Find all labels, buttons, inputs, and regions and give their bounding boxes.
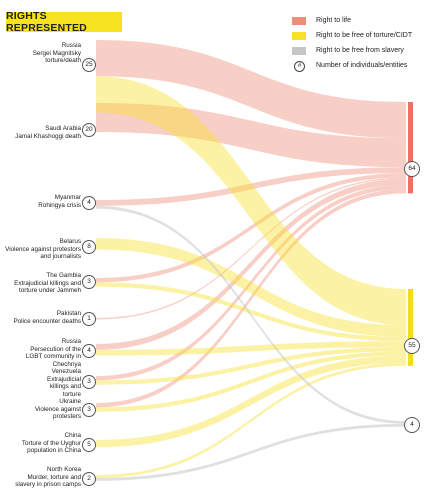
case-country: Venezuela bbox=[51, 368, 81, 375]
case-country: The Gambia bbox=[46, 272, 81, 279]
legend-item-torture: Right to be free of torture/CIDT bbox=[292, 31, 412, 46]
legend: Right to life Right to be free of tortur… bbox=[292, 16, 412, 76]
flow-torture bbox=[96, 355, 406, 448]
source-count-circle: 3 bbox=[82, 403, 96, 417]
legend-item-slavery: Right to be free from slavery bbox=[292, 46, 412, 61]
source-count-circle: 2 bbox=[82, 472, 96, 486]
case-country: Myanmar bbox=[54, 194, 81, 201]
source-count-circle: 1 bbox=[82, 312, 96, 326]
case-country: Belarus bbox=[59, 238, 81, 245]
case-description: Violence against protesters bbox=[34, 405, 81, 421]
flow-torture bbox=[96, 238, 406, 337]
legend-swatch-slavery bbox=[292, 47, 306, 55]
flow-life bbox=[96, 173, 406, 283]
legend-label-count: Number of individuals/entities bbox=[316, 62, 408, 69]
case-description: Extrajudicial killings and torture bbox=[47, 375, 81, 398]
case-label: Saudi Arabia Jamal Khashoggi death bbox=[15, 125, 81, 140]
target-count-life: 64 bbox=[404, 161, 420, 177]
case-label: Russia Sergei Magnitsky torture/death bbox=[17, 42, 81, 65]
case-description: Violence against protestors and journali… bbox=[5, 245, 81, 261]
legend-label-life: Right to life bbox=[316, 17, 352, 24]
legend-swatch-torture bbox=[292, 32, 306, 40]
target-count-slavery: 4 bbox=[404, 417, 420, 433]
flow-slavery bbox=[96, 423, 406, 481]
case-country: Pakistan bbox=[56, 310, 81, 317]
flow-torture bbox=[96, 341, 406, 356]
legend-label-torture: Right to be free of torture/CIDT bbox=[316, 32, 413, 39]
flow-torture bbox=[96, 76, 406, 326]
source-count-circle: 8 bbox=[82, 240, 96, 254]
case-label: Myanmar Rohingya crisis bbox=[38, 194, 81, 209]
source-count-circle: 5 bbox=[82, 438, 96, 452]
legend-item-count: # Number of individuals/entities bbox=[292, 61, 412, 76]
flow-torture bbox=[96, 351, 406, 412]
case-label: China Torture of the Uyghur population i… bbox=[21, 432, 81, 455]
case-country: Ukraine bbox=[59, 398, 81, 405]
source-count-circle: 20 bbox=[82, 123, 96, 137]
case-description: Rohingya crisis bbox=[38, 201, 81, 209]
flow-life bbox=[96, 167, 406, 206]
flow-life bbox=[96, 177, 406, 320]
case-label: Ukraine Violence against protesters bbox=[33, 398, 81, 421]
flow-life bbox=[96, 178, 406, 350]
case-description: Police encounter deaths bbox=[13, 317, 81, 325]
case-label: Pakistan Police encounter deaths bbox=[13, 310, 81, 325]
diagram-title: RIGHTS REPRESENTED bbox=[6, 10, 122, 34]
target-bar-life bbox=[408, 102, 413, 194]
source-count-circle: 4 bbox=[82, 344, 96, 358]
case-country: Russia bbox=[61, 338, 81, 345]
case-label: Russia Persecution of the LGBT community… bbox=[15, 338, 81, 368]
source-count-circle: 4 bbox=[82, 196, 96, 210]
flow-torture bbox=[96, 282, 406, 342]
flow-life bbox=[96, 184, 406, 381]
case-label: Belarus Violence against protestors and … bbox=[1, 238, 81, 261]
flow-slavery bbox=[96, 205, 406, 424]
case-description: Jamal Khashoggi death bbox=[15, 132, 81, 140]
case-description: Torture of the Uyghur population in Chin… bbox=[21, 439, 81, 455]
case-country: North Korea bbox=[47, 466, 81, 473]
legend-item-life: Right to life bbox=[292, 16, 412, 31]
case-label: North Korea Murder, torture and slavery … bbox=[15, 466, 81, 489]
flow-torture bbox=[96, 347, 406, 385]
case-label: Venezuela Extrajudicial killings and tor… bbox=[33, 368, 81, 398]
case-label: The Gambia Extrajudicial killings and to… bbox=[11, 272, 81, 295]
case-description: Persecution of the LGBT community in Che… bbox=[25, 345, 81, 368]
legend-label-slavery: Right to be free from slavery bbox=[316, 47, 404, 54]
flow-life bbox=[96, 189, 406, 408]
flow-life bbox=[96, 103, 406, 168]
flow-torture bbox=[96, 362, 406, 478]
source-count-circle: 3 bbox=[82, 275, 96, 289]
target-count-torture: 55 bbox=[404, 338, 420, 354]
case-description: Sergei Magnitsky torture/death bbox=[32, 49, 81, 65]
source-count-circle: 3 bbox=[82, 375, 96, 389]
case-country: Saudi Arabia bbox=[45, 125, 81, 132]
legend-count-symbol: # bbox=[294, 61, 305, 72]
flow-life bbox=[96, 40, 406, 139]
source-count-circle: 25 bbox=[82, 58, 96, 72]
target-bar-torture bbox=[408, 289, 413, 366]
case-description: Murder, torture and slavery in prison ca… bbox=[15, 473, 81, 489]
case-description: Extrajudicial killings and torture under… bbox=[14, 279, 81, 295]
legend-swatch-life bbox=[292, 17, 306, 25]
case-country: Russia bbox=[61, 42, 81, 49]
case-country: China bbox=[64, 432, 81, 439]
